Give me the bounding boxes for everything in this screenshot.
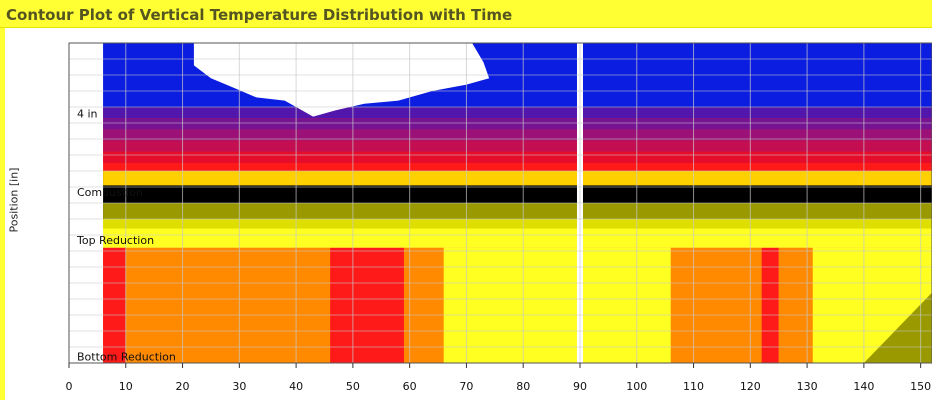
- x-tick-label: 50: [346, 380, 360, 393]
- x-tick-label: 60: [403, 380, 417, 393]
- position-label: Bottom Reduction: [77, 351, 176, 364]
- band-gradient-step: [103, 151, 932, 163]
- x-tick-label: 130: [797, 380, 818, 393]
- reduction-segment: [125, 247, 331, 363]
- x-tick-label: 10: [119, 380, 133, 393]
- position-labels: 4 in Combustion Top Reduction Bottom Reduct…: [76, 107, 176, 363]
- grid-lines: [68, 42, 932, 364]
- title-bar: Contour Plot of Vertical Temperature Dis…: [0, 0, 932, 28]
- x-tick-label: 70: [459, 380, 473, 393]
- band-gradient-step: [103, 107, 932, 119]
- x-tick-label: 20: [176, 380, 190, 393]
- x-axis-ticks: 0 10 20 30 40 50 60 70 80 90 100 110 120 130 140 150: [66, 363, 931, 393]
- x-tick-label: 110: [683, 380, 704, 393]
- reduction-olive-wedge: [863, 292, 932, 363]
- band-gradient-step: [103, 140, 932, 152]
- reduction-segment: [670, 247, 762, 363]
- plot-frame: [68, 42, 932, 364]
- x-tick-label: 100: [626, 380, 647, 393]
- position-label: 4 in: [77, 107, 98, 120]
- band-combustion-lower-edge: [103, 203, 932, 219]
- x-tick-label: 30: [232, 380, 246, 393]
- left-border-strip: [0, 28, 5, 400]
- x-tick-label: 140: [853, 380, 874, 393]
- reduction-segment: [103, 247, 126, 363]
- position-label: Top Reduction: [76, 234, 154, 247]
- band-gradient-step: [103, 118, 932, 130]
- reduction-segment: [330, 247, 404, 363]
- chart-title: Contour Plot of Vertical Temperature Dis…: [6, 6, 513, 24]
- band-gradient-step: [103, 129, 932, 141]
- unsampled-region: [193, 43, 490, 117]
- position-label: Combustion: [77, 186, 143, 199]
- band-transition-step: [103, 219, 932, 229]
- x-tick-label: 40: [289, 380, 303, 393]
- x-tick-label: 90: [573, 380, 587, 393]
- x-tick-label: 80: [516, 380, 530, 393]
- reduction-segment: [761, 247, 779, 363]
- x-tick-label: 120: [740, 380, 761, 393]
- reduction-segment: [778, 247, 813, 363]
- x-tick-label: 150: [910, 380, 931, 393]
- band-combustion-upper-edge: [103, 171, 932, 186]
- x-tick-label: 0: [66, 380, 73, 393]
